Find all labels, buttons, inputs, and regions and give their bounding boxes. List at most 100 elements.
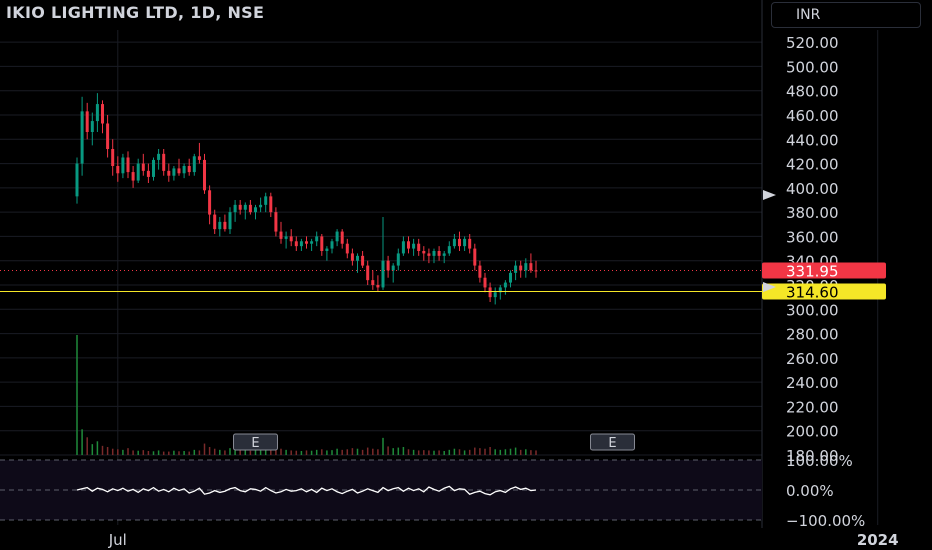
candle-body: [233, 204, 237, 213]
candle-body: [299, 241, 303, 247]
currency-selector[interactable]: INR: [771, 2, 921, 28]
candle-body: [524, 263, 528, 271]
candle-body: [90, 121, 94, 132]
candle-body: [238, 204, 242, 210]
candle-body: [167, 170, 171, 176]
volume-bar: [474, 447, 476, 455]
scroll-arrow-icon[interactable]: [763, 282, 776, 292]
price-tick-label: 200.00: [786, 423, 839, 441]
candle-body: [106, 123, 110, 149]
candle-body: [417, 243, 421, 251]
candle-body: [498, 287, 502, 293]
time-axis[interactable]: Jul2024May: [108, 531, 932, 549]
volume-bar: [305, 450, 308, 455]
volume-bar: [178, 451, 180, 455]
volume-bar: [489, 447, 491, 455]
volume-bar: [142, 450, 145, 455]
candle-body: [269, 196, 273, 213]
price-tick-label: 280.00: [786, 326, 839, 344]
candle-body: [432, 251, 436, 256]
candle-body: [274, 212, 278, 232]
volume-bar: [147, 451, 150, 455]
candle-body: [396, 253, 400, 266]
candle-body: [463, 238, 467, 247]
candle-body: [95, 104, 99, 122]
volume-bar: [188, 451, 190, 455]
volume-bar: [310, 450, 313, 455]
candle-body: [172, 168, 176, 176]
volume-bar: [127, 448, 129, 455]
time-tick-label: 2024: [857, 531, 899, 549]
candle-body: [243, 204, 247, 210]
earnings-marker-label: E: [608, 436, 616, 451]
volume-bar: [346, 449, 349, 455]
candle-body: [197, 156, 201, 160]
volume-bar: [224, 450, 226, 455]
price-tick-label: 240.00: [786, 374, 839, 392]
last-price-label-bg: [762, 262, 886, 279]
candle-body: [437, 251, 441, 256]
candle-body: [407, 241, 410, 249]
volume-bar: [111, 448, 114, 455]
volume-bar: [198, 450, 201, 455]
volume-bar: [106, 447, 109, 455]
candle-body: [458, 238, 461, 247]
chart-title: IKIO LIGHTING LTD, 1D, NSE: [6, 3, 265, 22]
time-tick-label: Jul: [108, 531, 127, 549]
candle-body: [473, 248, 477, 266]
volume-bar: [336, 448, 338, 455]
volume-bar: [280, 448, 282, 455]
volume-bar: [168, 451, 170, 455]
volume-bar: [326, 450, 328, 455]
volume-bar: [433, 450, 435, 455]
candle-body: [422, 251, 426, 254]
candle-body: [325, 248, 329, 251]
oscillator-tick-label: −100.00%: [786, 512, 865, 530]
volume-bar: [117, 449, 119, 455]
candle-body: [366, 265, 370, 281]
volume-bar: [275, 446, 277, 455]
earnings-marker[interactable]: E: [590, 433, 635, 451]
candle-body: [509, 272, 512, 283]
volume-bars: [76, 335, 537, 455]
volume-bar: [504, 449, 507, 455]
candle-body: [284, 236, 288, 239]
candle-body: [335, 231, 339, 242]
volume-bar: [468, 449, 471, 455]
price-axis[interactable]: 520.00 500.00 480.00 460.00 440.00 420.00 400.…: [762, 34, 886, 530]
price-lines: [0, 269, 762, 293]
oscillator-tick-label: 0.00%: [786, 482, 834, 500]
earnings-marker[interactable]: E: [233, 433, 278, 451]
candle-body: [208, 190, 212, 215]
volume-bar: [81, 429, 83, 455]
volume-bar: [525, 449, 527, 455]
candle-body: [254, 207, 257, 213]
price-tick-label: 480.00: [786, 83, 839, 101]
price-tick-label: 440.00: [786, 131, 839, 149]
candle-body: [101, 104, 104, 124]
candle-body: [228, 212, 232, 230]
volume-bar: [366, 447, 369, 455]
candle-body: [340, 231, 344, 244]
scroll-arrow-icon[interactable]: [763, 190, 776, 200]
price-tick-label: 500.00: [786, 58, 839, 76]
volume-bar: [387, 446, 389, 455]
volume-bar: [234, 449, 236, 455]
candle-body: [350, 253, 354, 261]
volume-bar: [213, 448, 216, 455]
volume-bar: [479, 448, 481, 455]
candle-body: [483, 277, 487, 288]
candle-body: [116, 166, 120, 174]
oscillator-pane: [0, 459, 762, 521]
candle-body: [111, 149, 115, 166]
volume-bar: [417, 450, 420, 455]
volume-bar: [351, 448, 354, 455]
candle-body: [177, 168, 181, 174]
candle-body: [80, 111, 84, 164]
volume-bar: [239, 449, 241, 455]
earnings-marker-box: [590, 433, 635, 451]
volume-bar: [290, 450, 292, 455]
volume-bar: [91, 444, 94, 455]
